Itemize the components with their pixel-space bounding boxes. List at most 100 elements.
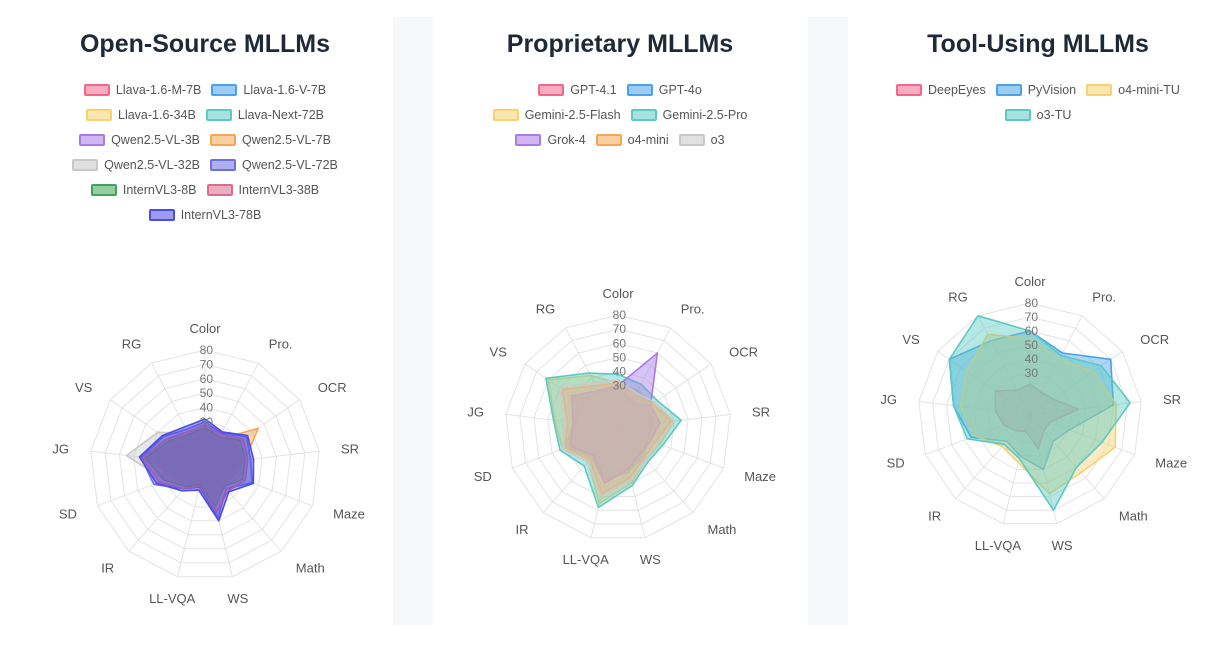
legend-label: InternVL3-38B	[238, 182, 320, 197]
legend-item[interactable]: Qwen2.5-VL-32B	[72, 158, 200, 172]
radar-axis-label: JG	[880, 392, 897, 407]
legend-row: GPT-4.1 GPT-4o	[430, 77, 810, 102]
radar-spoke	[204, 464, 282, 552]
legend-item[interactable]: o3	[678, 133, 725, 147]
radar-axis-label: VS	[490, 344, 508, 359]
radar-spoke	[617, 427, 724, 469]
radar-tick-label: 50	[1025, 338, 1039, 352]
legend-item[interactable]: Gemini-2.5-Flash	[492, 108, 621, 122]
legend-item[interactable]: Llava-1.6-M-7B	[83, 83, 201, 97]
panel-gutter-left	[393, 17, 433, 625]
legend-item[interactable]: Llava-1.6-V-7B	[211, 83, 326, 97]
legend-item[interactable]: Grok-4	[515, 132, 586, 147]
legend-item[interactable]: InternVL3-8B	[90, 182, 197, 197]
legend-swatch	[678, 133, 705, 146]
radar-grid-ring	[190, 450, 220, 480]
legend-row: InternVL3-8B InternVL3-38B	[15, 177, 395, 202]
radar-axis-label: IR	[516, 522, 529, 537]
radar-axis-label: RG	[122, 337, 142, 352]
radar-spoke	[128, 464, 206, 552]
legend-item[interactable]: Qwen2.5-VL-72B	[210, 158, 338, 172]
legend-swatch	[90, 183, 117, 196]
legend-swatch	[86, 108, 112, 121]
legend-label: PyVision	[1027, 82, 1077, 97]
radar-series-area	[178, 442, 226, 487]
radar-series-area	[545, 372, 682, 509]
legend-swatch	[148, 208, 175, 221]
radar-series-area	[140, 421, 253, 519]
radar-spoke	[565, 327, 619, 429]
radar-axis-label: VS	[75, 380, 93, 395]
legend-swatch	[538, 83, 565, 96]
radar-axis-label: Color	[189, 321, 221, 336]
legend-item[interactable]: InternVL3-78B	[148, 208, 261, 222]
radar-axis-label: WS	[227, 591, 248, 606]
radar-grid-ring	[987, 372, 1073, 457]
legend-item[interactable]: GPT-4.1	[538, 83, 617, 97]
radar-axis-label: RG	[536, 302, 556, 317]
chart-legend[interactable]: DeepEyes PyVision o4-mini-TU o3-TU	[848, 77, 1209, 127]
radar-series-area	[569, 352, 661, 484]
radar-spoke	[617, 363, 712, 429]
legend-swatch	[995, 83, 1022, 96]
radar-axis-label: SD	[474, 469, 492, 484]
legend-label: o4-mini-TU	[1118, 82, 1180, 97]
radar-grid-ring	[505, 314, 731, 539]
radar-grid-ring	[932, 316, 1128, 511]
legend-swatch	[206, 183, 233, 196]
legend-item[interactable]: o4-mini-TU	[1086, 83, 1180, 97]
radar-series-area	[559, 379, 675, 498]
radar-tick-label: 70	[1025, 310, 1039, 324]
legend-item[interactable]: o4-mini	[595, 132, 669, 147]
radar-grid-ring	[90, 349, 320, 578]
radar-axis-label: Maze	[1155, 456, 1187, 471]
legend-item[interactable]: InternVL3-38B	[206, 182, 320, 197]
chart-legend[interactable]: GPT-4.1 GPT-4o Gemini-2.5-Flash Gemini-2.5-…	[430, 77, 810, 152]
radar-series-area	[948, 314, 1131, 512]
radar-spoke	[1029, 350, 1123, 416]
legend-label: Llava-1.6-34B	[118, 107, 196, 122]
legend-item[interactable]: GPT-4o	[626, 83, 702, 97]
radar-grid-ring	[589, 399, 647, 456]
legend-label: InternVL3-8B	[122, 182, 197, 197]
legend-label: o4-mini	[627, 132, 669, 147]
legend-item[interactable]: Qwen2.5-VL-3B	[79, 133, 200, 147]
radar-tick-label: 40	[1025, 352, 1039, 366]
legend-swatch	[896, 83, 923, 96]
radar-spoke	[977, 315, 1031, 416]
legend-label: Qwen2.5-VL-3B	[111, 132, 200, 147]
legend-item[interactable]: Qwen2.5-VL-7B	[210, 133, 331, 147]
radar-spoke	[617, 427, 694, 513]
legend-item[interactable]: Llava-1.6-34B	[86, 108, 196, 122]
radar-grid-ring	[1001, 386, 1059, 443]
legend-item[interactable]: Gemini-2.5-Pro	[630, 108, 747, 122]
radar-spoke	[617, 327, 671, 429]
legend-item[interactable]: DeepEyes	[896, 83, 986, 97]
radar-axis-label: Pro.	[1092, 289, 1116, 304]
legend-label: Grok-4	[547, 132, 586, 147]
legend-row: DeepEyes PyVision o4-mini-TU	[848, 77, 1209, 102]
chart-panel-tool-using: Tool-Using MLLMs DeepEyes PyVision o4-mini…	[848, 0, 1209, 653]
radar-grid-ring	[104, 363, 306, 564]
radar-axis-label: Math	[708, 522, 737, 537]
radar-series-area	[994, 383, 1080, 450]
legend-swatch	[515, 133, 542, 146]
radar-series-area	[141, 423, 249, 514]
chart-legend[interactable]: Llava-1.6-M-7B Llava-1.6-V-7B Llava-1.6-34…	[15, 77, 395, 227]
legend-label: DeepEyes	[928, 82, 986, 97]
chart-title: Tool-Using MLLMs	[927, 30, 1149, 58]
legend-item[interactable]: PyVision	[995, 82, 1077, 97]
legend-row: Grok-4 o4-mini o3	[430, 127, 810, 152]
legend-item[interactable]: Llava-Next-72B	[205, 108, 324, 122]
radar-axis-label: JG	[467, 405, 484, 420]
radar-axis-label: SR	[341, 442, 359, 457]
radar-spoke	[1002, 414, 1031, 524]
radar-axis-label: Pro.	[681, 302, 705, 317]
legend-label: Llava-1.6-V-7B	[243, 82, 327, 97]
radar-grid-ring	[603, 413, 633, 443]
chart-title: Open-Source MLLMs	[79, 30, 330, 58]
legend-item[interactable]: o3-TU	[1004, 108, 1071, 122]
